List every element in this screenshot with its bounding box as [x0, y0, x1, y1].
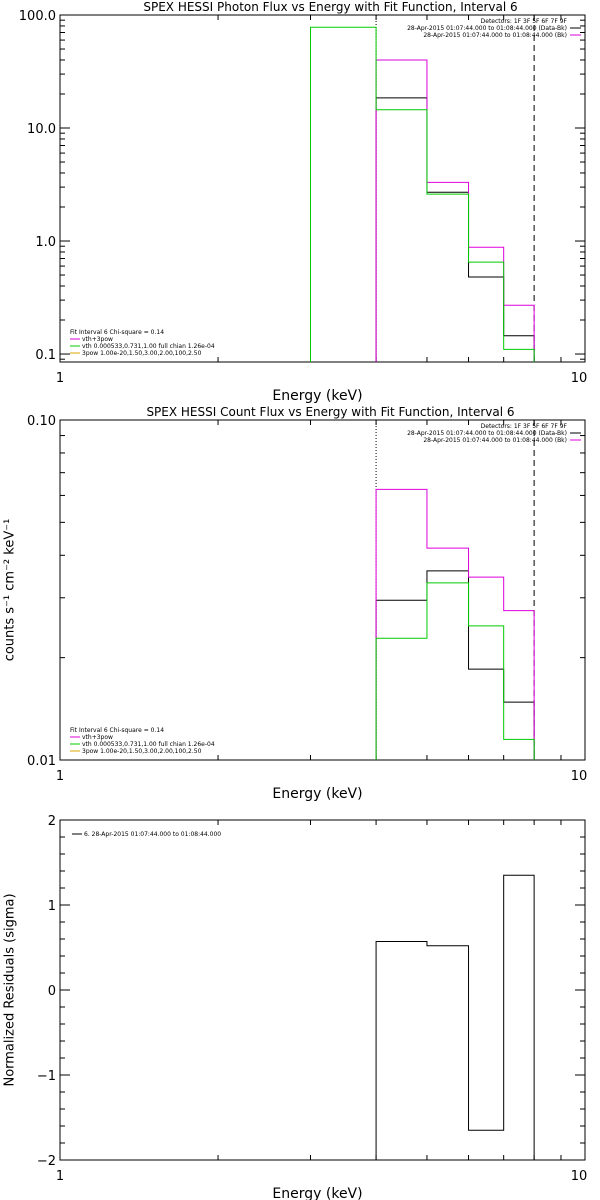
- legend-entry: vth 0.000533,0.731,1.00 full chian 1.26e…: [82, 343, 215, 350]
- series-fit: [309, 26, 535, 362]
- y-axis-label: counts s⁻¹ cm⁻² keV⁻¹: [3, 519, 18, 662]
- header-line: Detectors: 1F 3F 5F 6F 7F 9F: [481, 423, 568, 430]
- y-tick-label: 2: [48, 814, 56, 829]
- legend-entry: 6. 28-Apr-2015 01:07:44.000 to 01:08:44.…: [84, 831, 221, 838]
- chart-title: SPEX HESSI Photon Flux vs Energy with Fi…: [143, 0, 517, 14]
- header-line: 28-Apr-2015 01:07:44.000 to 01:08:44.000…: [423, 437, 567, 444]
- chart-title: SPEX HESSI Count Flux vs Energy with Fit…: [146, 405, 514, 419]
- legend-entry: vth+3pow: [82, 734, 113, 741]
- plot-frame: [59, 419, 586, 761]
- x-tick-label: 1: [56, 371, 64, 386]
- y-axis-label: Normalized Residuals (sigma): [3, 893, 18, 1086]
- y-tick-label: −1: [37, 1069, 56, 1084]
- y-tick-label: 0.10: [27, 414, 56, 429]
- y-tick-label: 1.0: [35, 235, 56, 250]
- plot-frame: [59, 14, 586, 363]
- series-bk: [375, 488, 535, 760]
- header-line: 28-Apr-2015 01:07:44.000 to 01:08:44.000…: [407, 25, 567, 32]
- panel-2: 1 10 0.10 0.01 SPEX HESSI Count Flux vs Ener…: [3, 405, 588, 802]
- y-tick-label: 0.01: [27, 754, 56, 769]
- legend-entry: 3pow 1.00e-20,1.50,3.00,2.00,100,2.50: [82, 748, 202, 755]
- y-tick-label: 10.0: [27, 122, 56, 137]
- x-tick-label: 1: [56, 769, 64, 784]
- x-axis-label: Energy (keV): [272, 1186, 362, 1200]
- plot-frame: [59, 819, 586, 1161]
- legend-entry: vth+3pow: [82, 336, 113, 343]
- panel-1: 1 10 100.0 10.0 1.0 0.1 SPEX HESSI Photon Flux…: [19, 0, 587, 404]
- y-tick-label: −2: [37, 1154, 56, 1169]
- x-tick-label: 10: [571, 769, 588, 784]
- series-data: [375, 97, 535, 362]
- series-resid: [375, 874, 535, 1160]
- x-tick-label: 10: [571, 1169, 588, 1184]
- y-tick-label: 1: [48, 899, 56, 914]
- x-axis-label: Energy (keV): [272, 786, 362, 802]
- y-tick-label: 100.0: [19, 9, 56, 24]
- x-axis-label: Energy (keV): [272, 388, 362, 404]
- x-tick-label: 1: [56, 1169, 64, 1184]
- y-tick-label: 0: [48, 984, 56, 999]
- legend-entry: Fit Interval 6 Chi-square = 0.14: [70, 329, 164, 336]
- series-data: [375, 570, 535, 760]
- legend-entry: vth 0.000533,0.731,1.00 full chian 1.26e…: [82, 741, 215, 748]
- legend-entry: Fit Interval 6 Chi-square = 0.14: [70, 727, 164, 734]
- header-line: Detectors: 1F 3F 5F 6F 7F 9F: [481, 18, 568, 25]
- series-bk: [375, 59, 535, 362]
- legend-entry: 3pow 1.00e-20,1.50,3.00,2.00,100,2.50: [82, 350, 202, 357]
- x-tick-label: 10: [571, 371, 588, 386]
- y-tick-label: 0.1: [35, 348, 56, 363]
- series-fit: [375, 582, 535, 760]
- header-line: 28-Apr-2015 01:07:44.000 to 01:08:44.000…: [407, 430, 567, 437]
- header-line: 28-Apr-2015 01:07:44.000 to 01:08:44.000…: [423, 32, 567, 39]
